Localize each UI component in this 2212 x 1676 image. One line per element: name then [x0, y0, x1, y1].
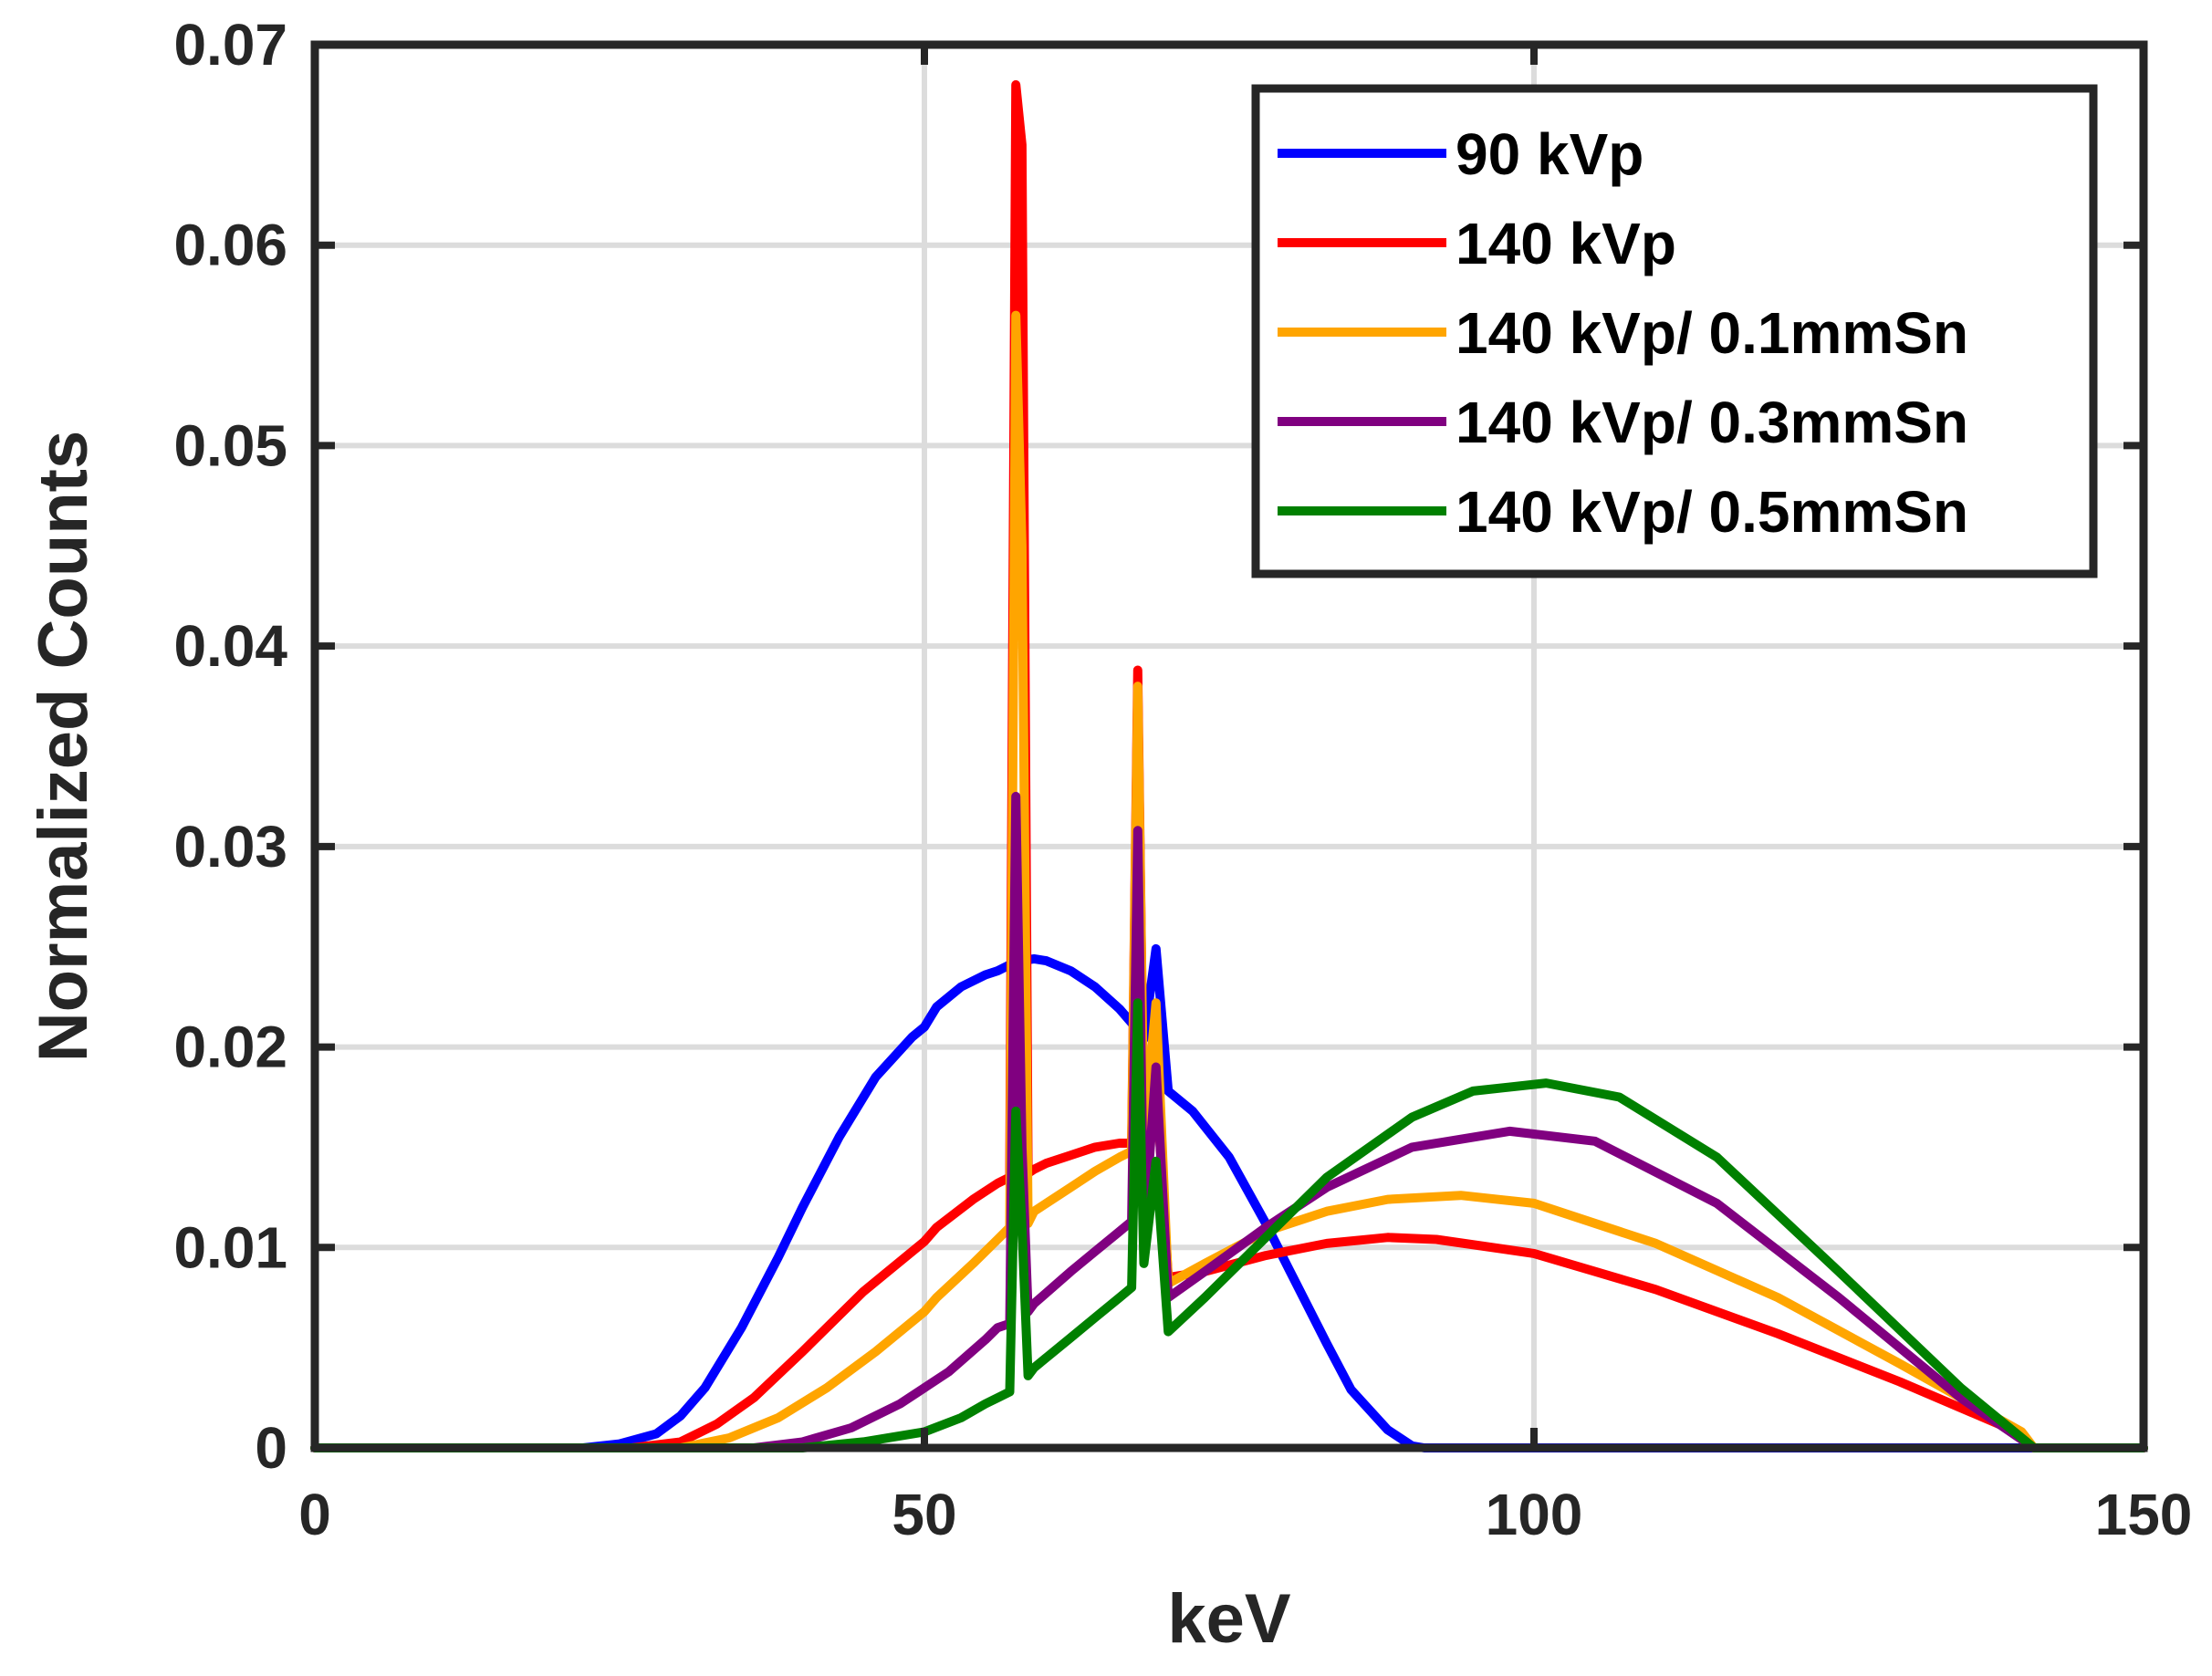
- y-tick-label: 0.04: [173, 613, 287, 679]
- legend-item[interactable]: 140 kVp/ 0.3mmSn: [1278, 390, 1968, 455]
- legend-label: 140 kVp/ 0.5mmSn: [1456, 479, 1968, 545]
- series-line-5: [310, 998, 2148, 1452]
- x-tick-label: 0: [298, 1482, 331, 1547]
- y-tick-label: 0.05: [173, 412, 287, 478]
- series-line-1: [310, 943, 2148, 1452]
- legend-label: 90 kVp: [1456, 121, 1643, 187]
- y-tick-label: 0.02: [173, 1015, 287, 1080]
- legend-items: 90 kVp 140 kVp 140 kVp/ 0.1mmSn 140 kVp/ 0.…: [1278, 121, 1968, 545]
- y-tick-label: 0.06: [173, 213, 287, 278]
- x-tick-label: 50: [892, 1482, 956, 1547]
- x-tick-label: 150: [2095, 1482, 2193, 1547]
- y-tick-label: 0.03: [173, 814, 287, 880]
- legend-label: 140 kVp/ 0.3mmSn: [1456, 390, 1968, 455]
- legend[interactable]: 90 kVp 140 kVp 140 kVp/ 0.1mmSn 140 kVp/ 0.…: [1251, 84, 2098, 578]
- legend-item[interactable]: 140 kVp/ 0.1mmSn: [1278, 300, 1968, 366]
- series-line-4: [310, 791, 2148, 1452]
- legend-item[interactable]: 90 kVp: [1278, 121, 1643, 187]
- legend-label: 140 kVp: [1456, 211, 1676, 276]
- y-tick-label: 0.01: [173, 1214, 287, 1280]
- ticks: [311, 41, 2147, 1452]
- legend-item[interactable]: 140 kVp: [1278, 211, 1676, 276]
- y-tick-label: 0.07: [173, 12, 287, 78]
- series-line-2: [310, 79, 2148, 1452]
- x-tick-label: 100: [1486, 1482, 1583, 1547]
- y-axis-title: Normalized Counts: [25, 431, 102, 1063]
- series-line-3: [310, 310, 2148, 1452]
- y-tick-label: 0: [255, 1415, 287, 1481]
- legend-label: 140 kVp/ 0.1mmSn: [1456, 300, 1968, 366]
- series-layer: [310, 79, 2148, 1452]
- x-axis-title: keV: [1167, 1580, 1291, 1658]
- tick-labels: 0 50 100 150 0 0.01 0.02 0.03 0.04 0.05 0.06 0.07: [173, 12, 2192, 1547]
- plot-frame: [310, 40, 2148, 1452]
- legend-item[interactable]: 140 kVp/ 0.5mmSn: [1278, 479, 1968, 545]
